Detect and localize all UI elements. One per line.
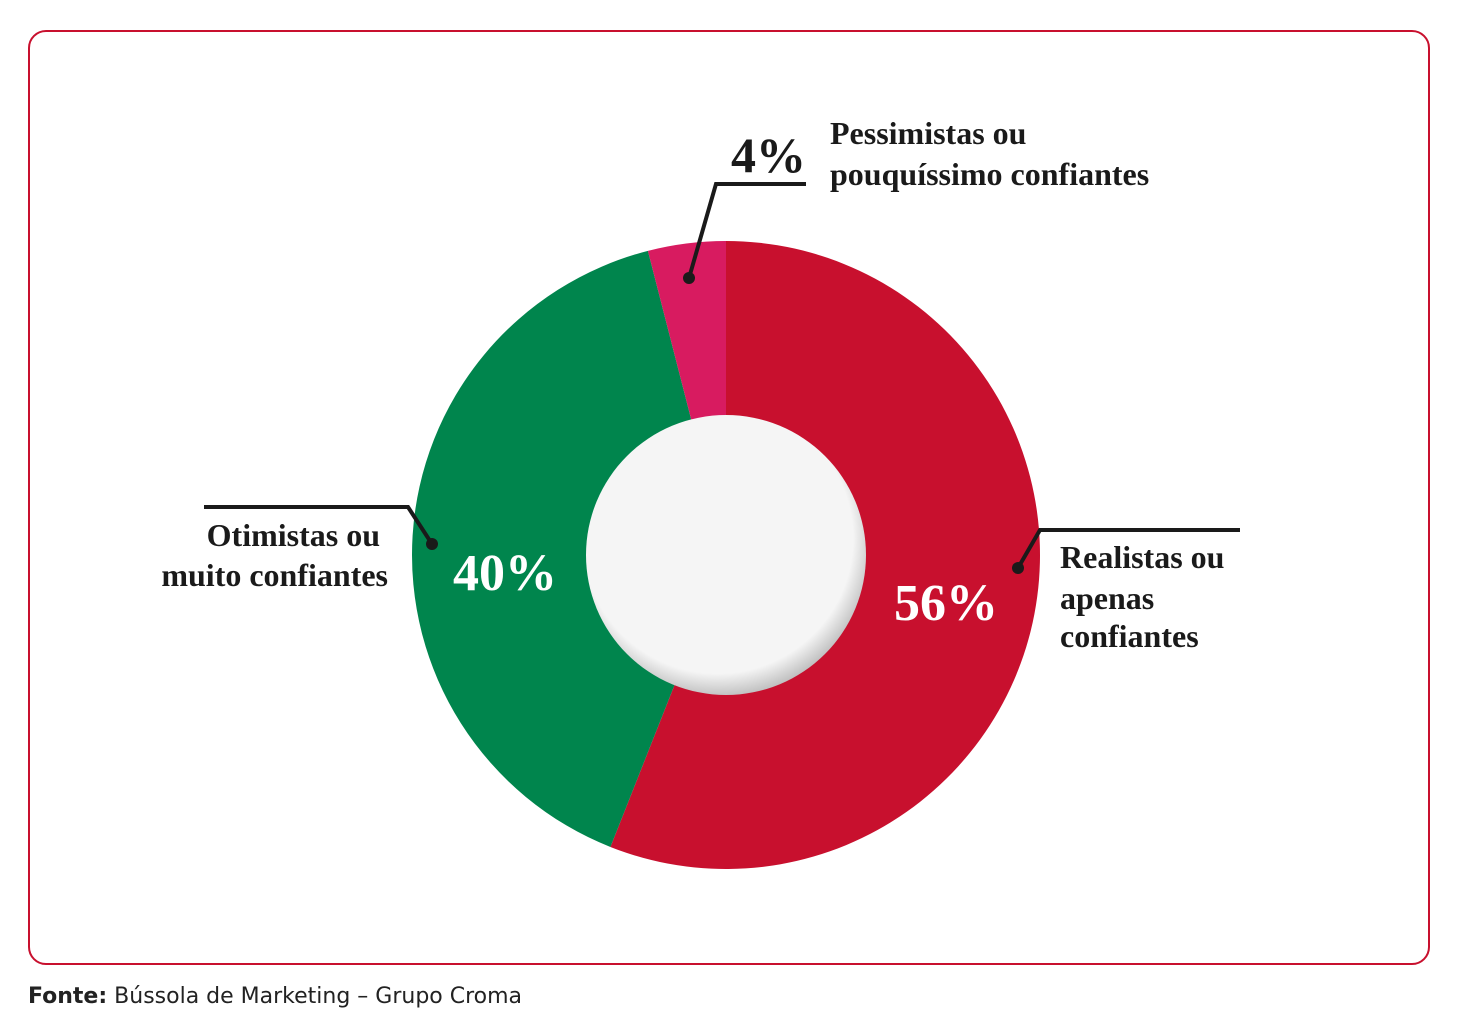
label-otimistas-line-1: Otimistas ou bbox=[207, 517, 380, 553]
value-label-realistas: 56% bbox=[894, 575, 998, 632]
label-realistas-line-3: confiantes bbox=[1060, 618, 1199, 654]
donut-hole bbox=[586, 415, 866, 695]
source-note: Fonte: Bússola de Marketing – Grupo Crom… bbox=[28, 984, 522, 1009]
label-otimistas: Otimistas ou muito confiantes bbox=[161, 517, 388, 593]
chart-frame bbox=[28, 30, 1430, 965]
leader-dot-pessimistas bbox=[683, 272, 695, 284]
donut-slices bbox=[411, 241, 1040, 869]
label-realistas-line-1: Realistas ou bbox=[1060, 539, 1224, 575]
value-label-otimistas: 40% bbox=[453, 545, 557, 602]
slice-realistas bbox=[610, 241, 1040, 869]
value-label-pessimistas: 4% bbox=[731, 127, 806, 183]
label-realistas: Realistas ou apenas confiantes bbox=[1060, 539, 1232, 654]
label-otimistas-line-2: muito confiantes bbox=[161, 557, 388, 593]
label-pessimistas-line-1: Pessimistas ou bbox=[830, 115, 1026, 151]
leader-line-pessimistas bbox=[687, 182, 806, 279]
source-text: Bússola de Marketing – Grupo Croma bbox=[114, 984, 523, 1009]
leader-dot-realistas bbox=[1012, 562, 1024, 574]
label-realistas-line-2: apenas bbox=[1060, 580, 1154, 616]
slice-pessimistas bbox=[647, 241, 726, 428]
leader-line-realistas bbox=[1016, 528, 1240, 570]
leader-line-otimistas bbox=[204, 505, 434, 546]
leader-dot-otimistas bbox=[426, 538, 438, 550]
label-pessimistas-line-2: pouquíssimo confiantes bbox=[830, 156, 1149, 192]
slice-otimistas bbox=[411, 250, 694, 847]
source-prefix: Fonte: bbox=[28, 984, 108, 1009]
label-pessimistas: Pessimistas ou pouquíssimo confiantes bbox=[830, 115, 1149, 192]
